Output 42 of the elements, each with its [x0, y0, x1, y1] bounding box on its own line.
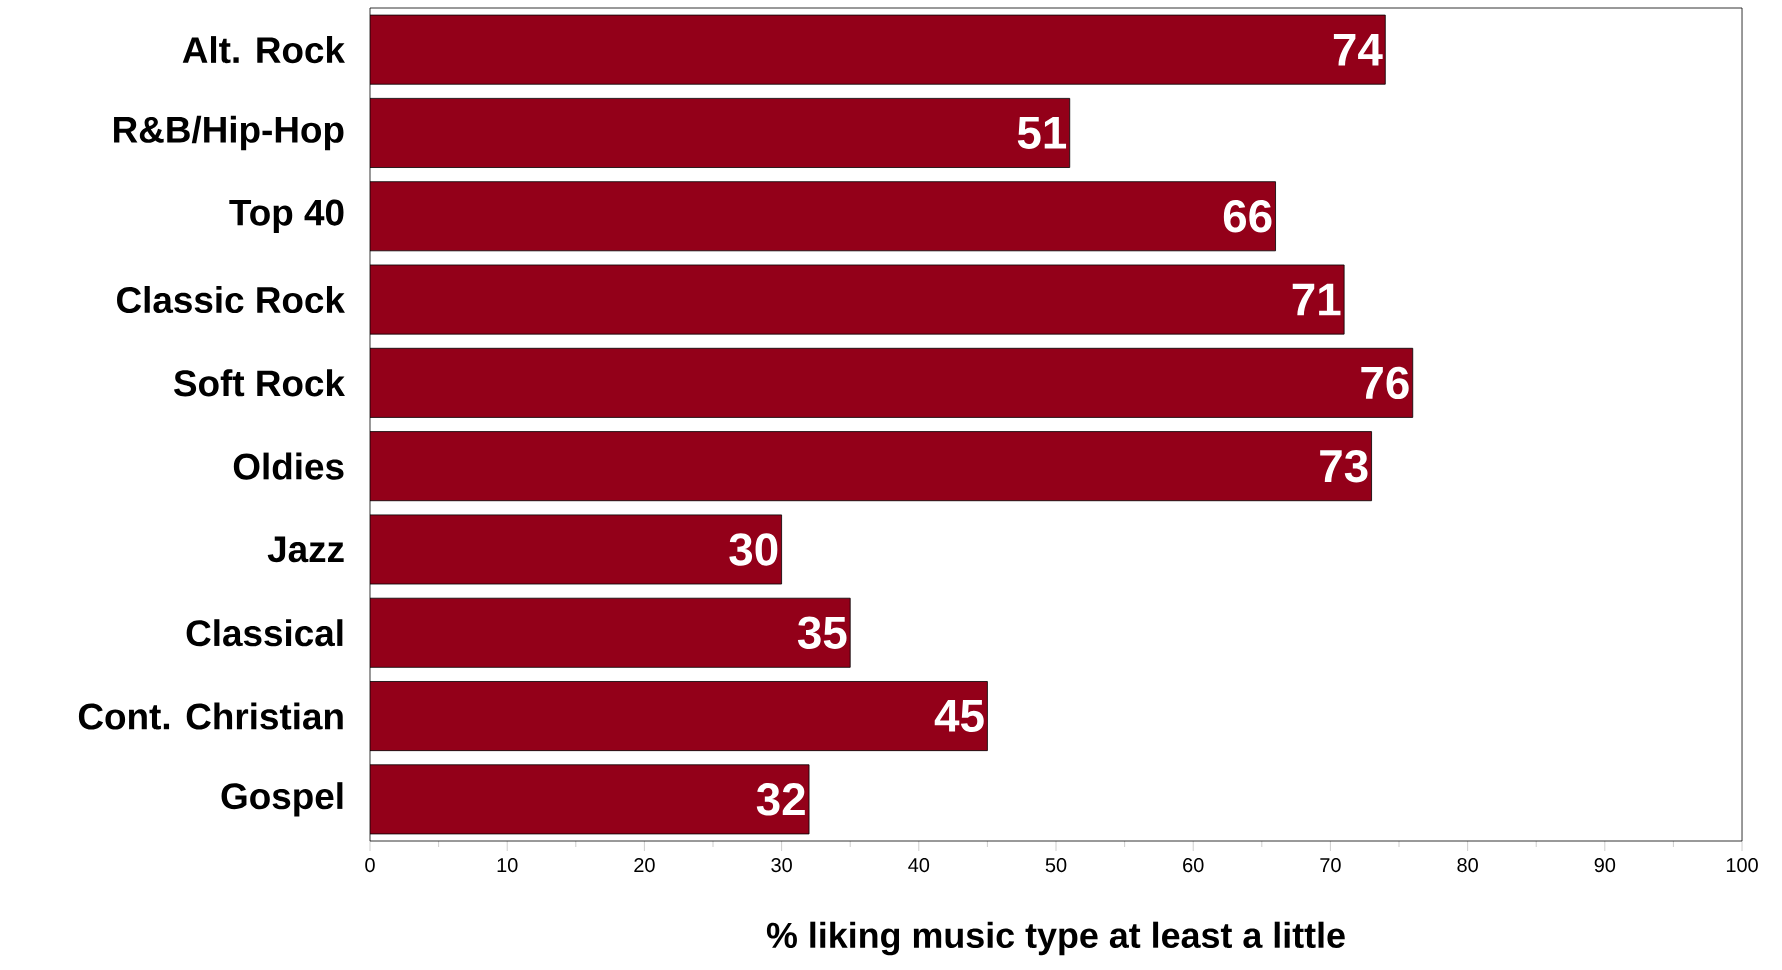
- y-tick-label: Jazz: [267, 536, 344, 563]
- bar: [370, 97, 1071, 168]
- y-tick-label: Alt. Rock: [182, 36, 345, 64]
- y-tick-label: Oldies: [233, 452, 344, 480]
- data-label: 51: [1017, 116, 1067, 149]
- y-tick-label: Gospel: [221, 782, 343, 817]
- bar: [370, 347, 1414, 418]
- data-label: 66: [1223, 200, 1272, 233]
- bar: [370, 764, 810, 835]
- x-tick-label: 0: [365, 858, 375, 873]
- data-label: 45: [934, 700, 984, 733]
- data-label: 32: [756, 783, 805, 816]
- data-label: 74: [1333, 33, 1383, 66]
- x-tick-label: 100: [1726, 858, 1758, 873]
- x-tick-label: 10: [497, 858, 518, 873]
- bar: [370, 431, 1372, 502]
- bar: [370, 597, 851, 668]
- x-tick-label: 70: [1320, 858, 1341, 873]
- y-tick-label: Cont. Christian: [78, 702, 343, 730]
- bar: [370, 681, 988, 752]
- x-tick-label: 80: [1457, 858, 1478, 873]
- y-tick-label: Classical: [186, 619, 343, 647]
- bar: [370, 181, 1276, 252]
- data-label: 30: [729, 533, 778, 566]
- bar: [370, 14, 1386, 85]
- y-tick-label: R&B/Hip-Hop: [114, 115, 344, 151]
- x-tick-label: 90: [1594, 858, 1616, 873]
- data-label: 35: [797, 616, 847, 649]
- bar: [370, 264, 1345, 335]
- data-label: 73: [1320, 449, 1368, 483]
- y-tick-label: Top 40: [229, 199, 344, 233]
- x-tick-label: 40: [908, 858, 930, 873]
- x-tick-label: 50: [1045, 858, 1067, 873]
- x-tick-label: 60: [1183, 858, 1204, 873]
- y-tick-label: Classic Rock: [117, 286, 345, 314]
- x-tick-label: 20: [634, 858, 655, 873]
- data-label: 71: [1292, 283, 1341, 316]
- x-axis-title: % liking music type at least a little: [766, 921, 1345, 956]
- data-label: 76: [1361, 366, 1409, 400]
- x-tick-label: 30: [771, 858, 792, 873]
- y-tick-label: Soft Rock: [174, 369, 345, 397]
- bar: [370, 514, 782, 585]
